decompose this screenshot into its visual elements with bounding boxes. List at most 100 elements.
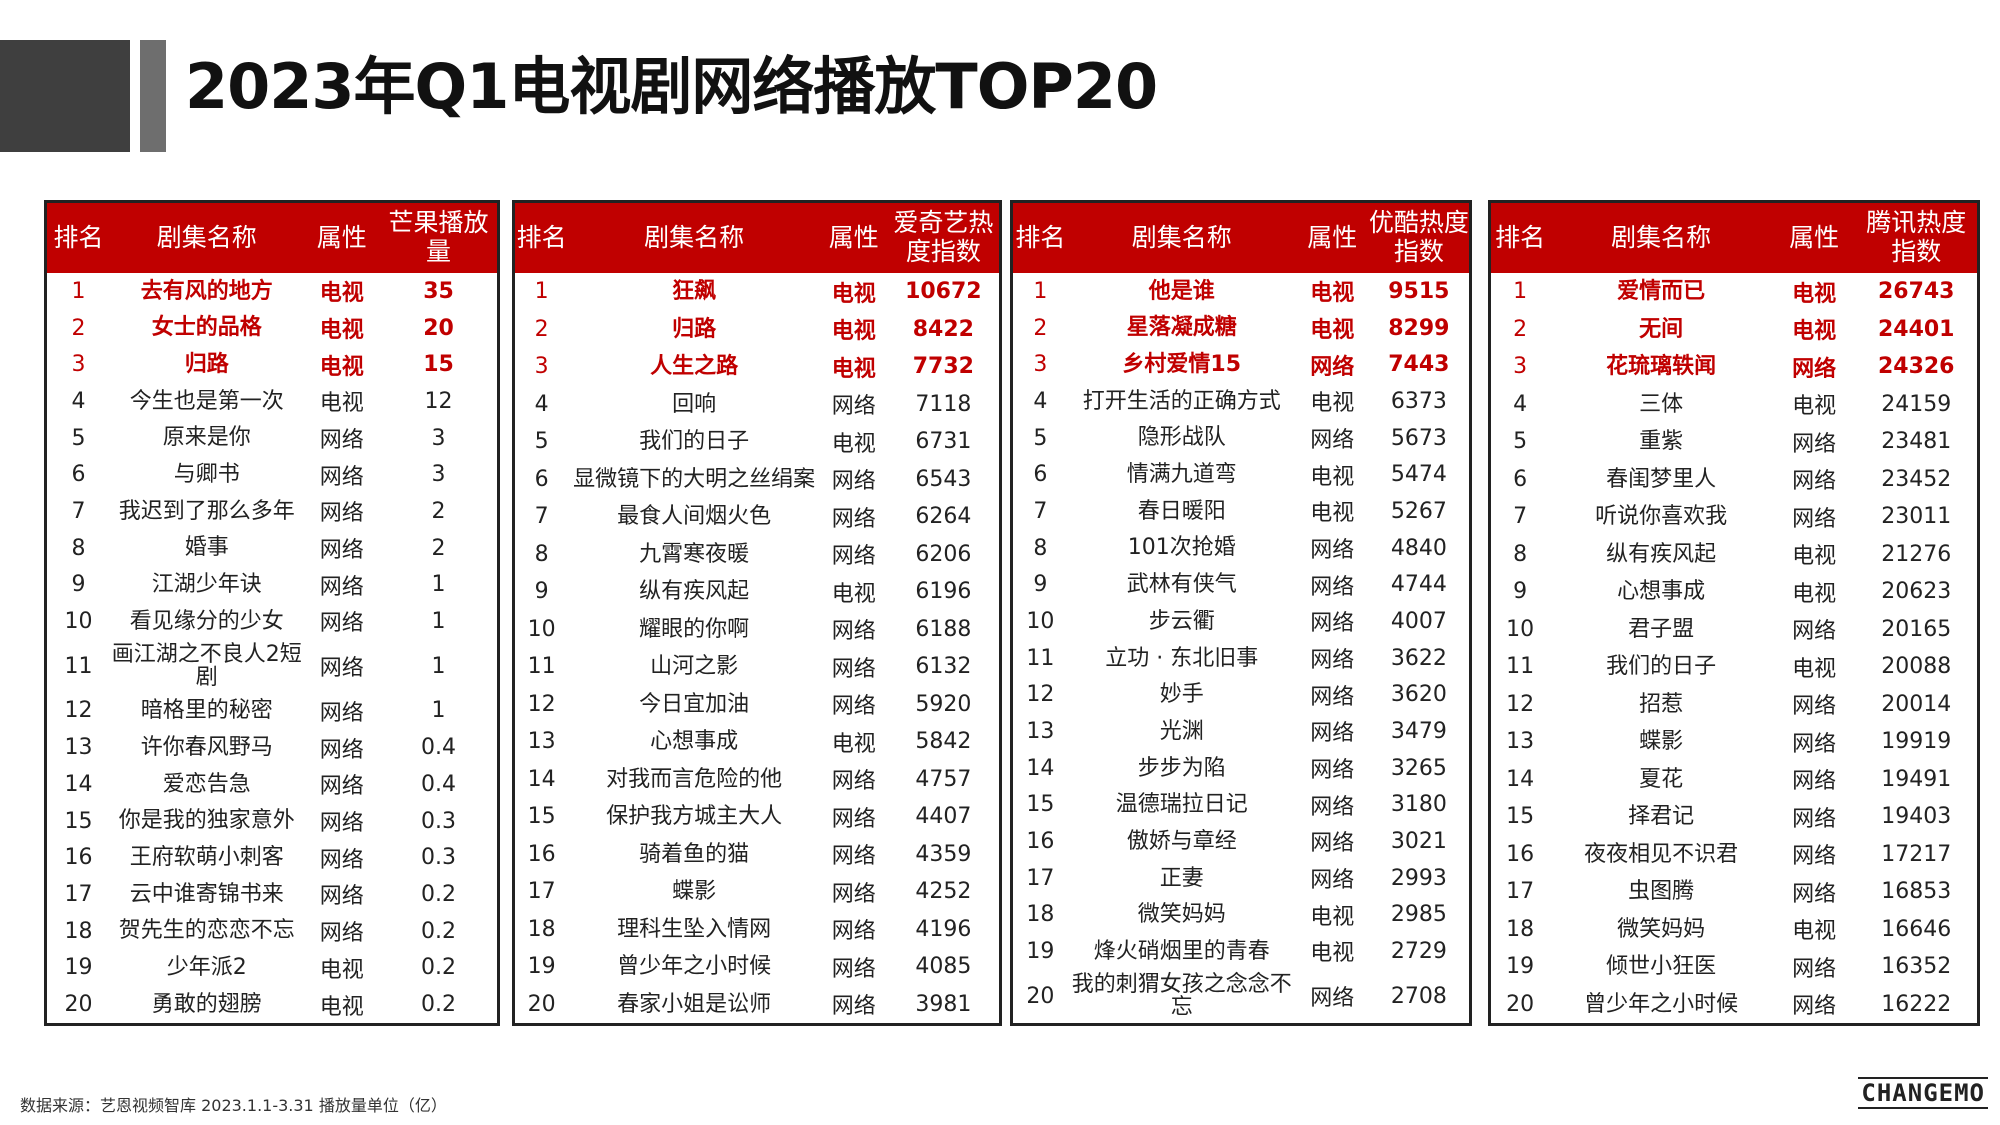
metric-value-cell: 15 xyxy=(423,352,454,378)
attribute-cell: 网络 xyxy=(1792,844,1837,870)
rank-cell: 13 xyxy=(527,729,556,755)
metric-value-cell: 16646 xyxy=(1881,916,1952,942)
show-name-cell: 江湖少年诀 xyxy=(151,572,262,598)
rank-cell: 5 xyxy=(1513,429,1528,455)
rank-cell: 11 xyxy=(1506,654,1535,680)
show-name-cell: 纵有疾风起 xyxy=(639,579,750,605)
attribute-cell: 网络 xyxy=(319,847,364,873)
table-row: 12 妙手 网络 3620 xyxy=(1013,676,1469,713)
metric-value-cell: 6264 xyxy=(915,504,972,530)
metric-value-cell: 1 xyxy=(431,653,446,679)
show-name-cell: 招惹 xyxy=(1639,691,1684,717)
header-attr: 属性 xyxy=(1772,203,1856,273)
show-name-cell: 山河之影 xyxy=(650,654,739,680)
show-name-cell: 纵有疾风起 xyxy=(1606,541,1717,567)
rank-cell: 15 xyxy=(1506,804,1535,830)
show-name-cell: 曾少年之小时候 xyxy=(617,954,772,980)
rank-cell: 2 xyxy=(534,316,549,342)
table-row: 16 王府软萌小刺客 网络 0.3 xyxy=(47,839,497,876)
metric-value-cell: 8299 xyxy=(1388,315,1450,341)
metric-value-cell: 9515 xyxy=(1388,278,1450,304)
rank-cell: 12 xyxy=(527,691,556,717)
attribute-cell: 电视 xyxy=(1792,394,1837,420)
rank-cell: 20 xyxy=(64,992,93,1018)
attribute-cell: 网络 xyxy=(1792,769,1837,795)
rank-cell: 6 xyxy=(71,462,86,488)
show-name-cell: 对我而言危险的他 xyxy=(606,766,783,792)
show-name-cell: 云中谁寄锦书来 xyxy=(129,881,284,907)
show-name-cell: 画江湖之不良人2短剧 xyxy=(111,642,302,691)
show-name-cell: 勇敢的翅膀 xyxy=(151,991,262,1017)
table-row: 14 爱恋告急 网络 0.4 xyxy=(47,766,497,803)
attribute-cell: 网络 xyxy=(319,884,364,910)
metric-value-cell: 3180 xyxy=(1390,792,1447,818)
attribute-cell: 网络 xyxy=(1310,611,1355,637)
metric-value-cell: 3265 xyxy=(1390,755,1447,781)
attribute-cell: 网络 xyxy=(831,656,876,682)
metric-value-cell: 6132 xyxy=(915,654,972,680)
attribute-cell: 网络 xyxy=(831,881,876,907)
attribute-cell: 网络 xyxy=(319,700,364,726)
metric-value-cell: 0.3 xyxy=(421,808,456,834)
rank-cell: 3 xyxy=(1033,352,1048,378)
show-name-cell: 我们的日子 xyxy=(639,429,750,455)
table-row: 18 微笑妈妈 电视 16646 xyxy=(1491,911,1977,949)
show-name-cell: 步步为陷 xyxy=(1137,755,1226,781)
metric-value-cell: 5673 xyxy=(1390,425,1447,451)
metric-value-cell: 6206 xyxy=(915,541,972,567)
header-rank: 排名 xyxy=(1013,203,1068,273)
attribute-cell: 网络 xyxy=(1310,354,1355,380)
show-name-cell: 微笑妈妈 xyxy=(1137,902,1226,928)
show-name-cell: 你是我的独家意外 xyxy=(118,808,295,834)
show-name-cell: 保护我方城主大人 xyxy=(606,804,783,830)
table-row: 13 蝶影 网络 19919 xyxy=(1491,723,1977,761)
table-row: 6 情满九道弯 电视 5474 xyxy=(1013,456,1469,493)
show-name-cell: 步云衢 xyxy=(1148,608,1215,634)
table-row: 5 原来是你 网络 3 xyxy=(47,420,497,457)
rank-cell: 11 xyxy=(64,653,93,679)
table-row: 10 君子盟 网络 20165 xyxy=(1491,611,1977,649)
show-name-cell: 101次抢婚 xyxy=(1127,535,1236,561)
table-row: 18 理科生坠入情网 网络 4196 xyxy=(515,911,999,949)
attribute-cell: 电视 xyxy=(1310,941,1355,967)
header-name: 剧集名称 xyxy=(110,203,304,273)
attribute-cell: 电视 xyxy=(319,957,364,983)
table-row: 20 曾少年之小时候 网络 16222 xyxy=(1491,986,1977,1024)
attribute-cell: 电视 xyxy=(1792,544,1837,570)
rank-cell: 18 xyxy=(1506,916,1535,942)
metric-value-cell: 4252 xyxy=(915,879,972,905)
header-metric: 芒果播放量 xyxy=(380,203,497,273)
ranking-table-mango: 排名 剧集名称 属性 芒果播放量 1 去有风的地方 电视 35 2 女士的品格 电视 20 3 归… xyxy=(44,200,500,1026)
attribute-cell: 网络 xyxy=(831,769,876,795)
table-row: 14 夏花 网络 19491 xyxy=(1491,761,1977,799)
show-name-cell: 看见缘分的少女 xyxy=(129,608,284,634)
show-name-cell: 归路 xyxy=(184,352,229,378)
rank-cell: 18 xyxy=(64,918,93,944)
show-name-cell: 骑着鱼的猫 xyxy=(639,841,750,867)
attribute-cell: 网络 xyxy=(831,694,876,720)
rank-cell: 2 xyxy=(1033,315,1048,341)
attribute-cell: 电视 xyxy=(1310,501,1355,527)
table-row: 20 春家小姐是讼师 网络 3981 xyxy=(515,986,999,1024)
metric-value-cell: 35 xyxy=(423,278,454,304)
table-row: 15 保护我方城主大人 网络 4407 xyxy=(515,798,999,836)
metric-value-cell: 3479 xyxy=(1390,718,1447,744)
table-row: 9 武林有侠气 网络 4744 xyxy=(1013,566,1469,603)
rank-cell: 1 xyxy=(1033,278,1048,304)
rank-cell: 14 xyxy=(527,766,556,792)
show-name-cell: 正妻 xyxy=(1159,865,1204,891)
table-row: 14 对我而言危险的他 网络 4757 xyxy=(515,761,999,799)
table-row: 12 暗格里的秘密 网络 1 xyxy=(47,693,497,730)
show-name-cell: 光渊 xyxy=(1159,718,1204,744)
rank-cell: 10 xyxy=(527,616,556,642)
metric-value-cell: 24159 xyxy=(1881,391,1952,417)
metric-value-cell: 5267 xyxy=(1390,498,1447,524)
attribute-cell: 网络 xyxy=(319,611,364,637)
rank-cell: 11 xyxy=(1026,645,1055,671)
show-name-cell: 人生之路 xyxy=(650,354,739,380)
attribute-cell: 网络 xyxy=(1792,694,1837,720)
ranking-table-youku: 排名 剧集名称 属性 优酷热度指数 1 他是谁 电视 9515 2 星落凝成糖 电视 8299… xyxy=(1010,200,1472,1026)
metric-value-cell: 2 xyxy=(431,498,446,524)
header-name: 剧集名称 xyxy=(1549,203,1773,273)
metric-value-cell: 23452 xyxy=(1881,466,1952,492)
